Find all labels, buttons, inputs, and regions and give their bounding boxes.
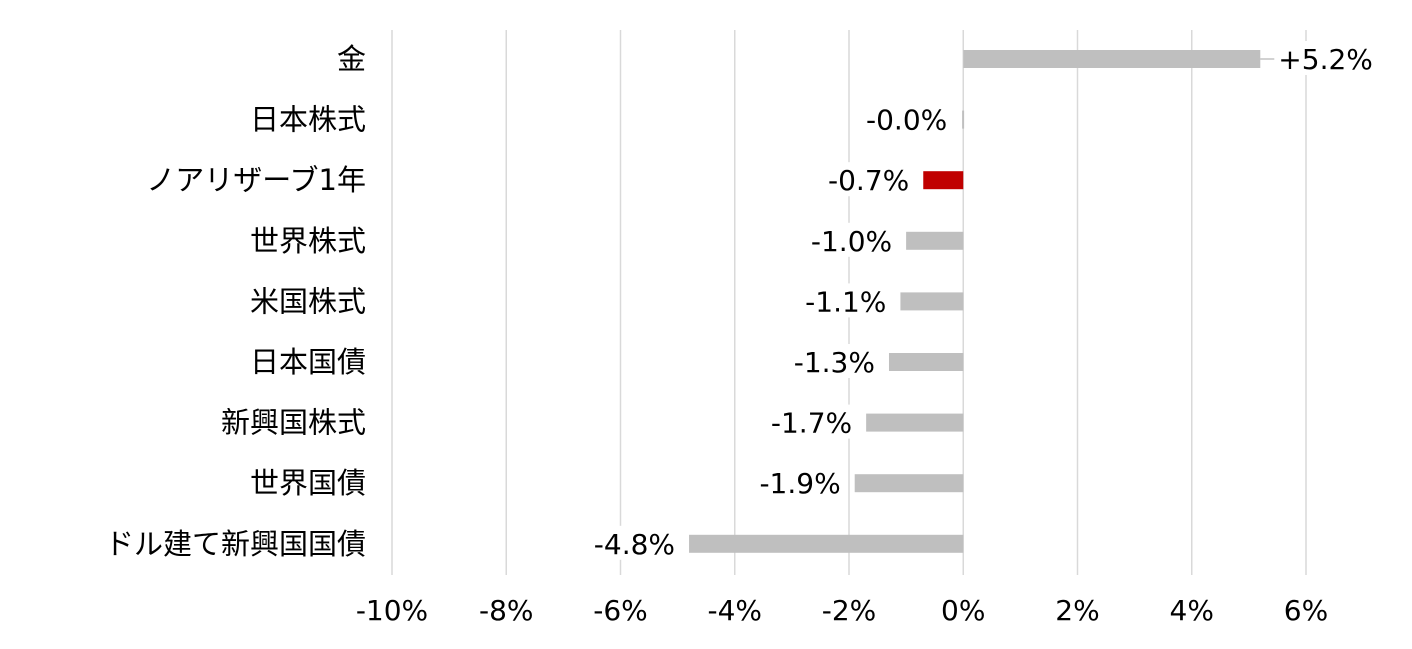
category-label: 金 (337, 42, 366, 76)
data-label: -1.9% (759, 467, 840, 500)
x-tick-label: 2% (1055, 594, 1099, 627)
category-label: 世界株式 (250, 224, 366, 258)
bars (689, 50, 1261, 553)
data-label-background (806, 283, 889, 318)
bar (854, 474, 964, 493)
bar (866, 413, 964, 432)
data-label-background (761, 465, 843, 500)
data-label-background (812, 222, 895, 257)
x-tick-label: 6% (1284, 594, 1328, 627)
x-axis-tick-labels: -10% -8% -6% -4% -2% 0% 2% 4% 6% (356, 594, 1328, 627)
data-label: -1.7% (771, 407, 852, 440)
category-label: 世界国債 (250, 466, 366, 500)
data-label-background (867, 101, 950, 136)
data-label-background (829, 162, 912, 197)
bar-highlight (923, 171, 964, 190)
x-tick-label: -2% (822, 594, 877, 627)
data-label: -4.8% (594, 528, 675, 561)
category-label: ノアリザーブ1年 (146, 163, 366, 197)
x-tick-label: 0% (941, 594, 985, 627)
data-label-background (595, 525, 678, 560)
x-tick-label: -8% (479, 594, 534, 627)
bar (900, 292, 964, 311)
category-label: 米国株式 (250, 284, 366, 318)
bar (888, 353, 964, 371)
data-label-background (1276, 41, 1358, 75)
x-tick-label: -10% (356, 594, 428, 627)
bar (963, 50, 1261, 68)
data-label-background (795, 344, 877, 378)
category-labels: 金日本株式ノアリザーブ1年世界株式米国株式日本国債新興国株式世界国債ドル建て新興… (105, 42, 366, 561)
bar (689, 534, 964, 553)
category-label: 新興国株式 (221, 406, 366, 440)
data-label: +5.2% (1278, 43, 1373, 76)
bar (962, 110, 965, 129)
data-label-background (772, 404, 855, 439)
data-label: -1.3% (794, 346, 875, 379)
data-label: -0.0% (866, 104, 947, 137)
data-label: -0.7% (828, 164, 909, 197)
data-labels: +5.2% -0.0% -0.7% -1.0% -1.1% -1.3% -1.7% -1.9%… (594, 41, 1373, 561)
x-tick-label: -4% (707, 594, 762, 627)
x-tick-label: -6% (593, 594, 648, 627)
x-tick-label: 4% (1170, 594, 1214, 627)
category-label: ドル建て新興国国債 (105, 527, 366, 561)
data-label: -1.1% (805, 285, 886, 318)
bar (906, 231, 964, 250)
category-label: 日本株式 (250, 103, 366, 137)
data-label: -1.0% (811, 225, 892, 258)
category-label: 日本国債 (250, 345, 366, 379)
